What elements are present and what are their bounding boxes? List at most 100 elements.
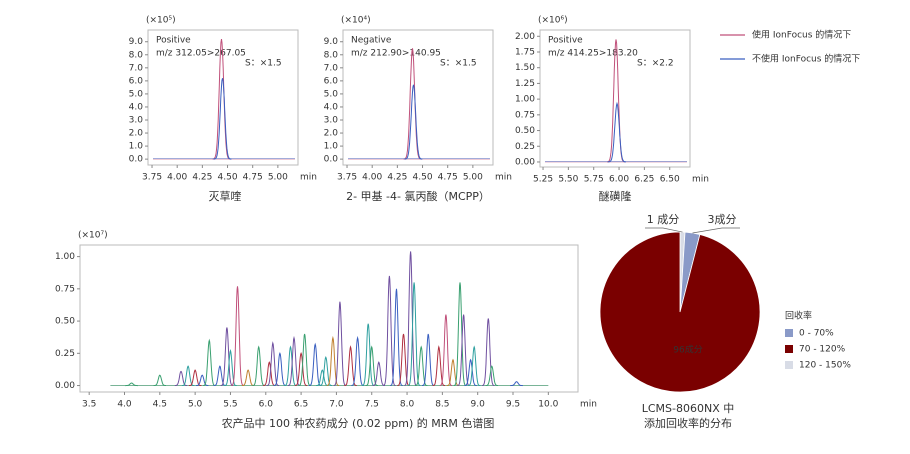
peak bbox=[319, 355, 332, 386]
x-tick-label: 5.00 bbox=[268, 173, 288, 183]
legend-label: 70 - 120% bbox=[799, 345, 846, 355]
caption: 添加回收率的分布 bbox=[644, 416, 732, 430]
x-tick-label: 9.0 bbox=[471, 400, 486, 410]
peak bbox=[294, 351, 308, 386]
x-tick-label: 5.0 bbox=[188, 400, 203, 410]
x-tick-label: 5.50 bbox=[558, 175, 578, 185]
x-tick-label: 4.75 bbox=[438, 173, 458, 183]
x-tick-label: 10.0 bbox=[538, 400, 558, 410]
ion-mode: Positive bbox=[548, 36, 583, 46]
peak bbox=[482, 318, 495, 386]
peak bbox=[351, 335, 364, 386]
peak bbox=[404, 84, 423, 160]
scale-note: S：×2.2 bbox=[637, 59, 674, 69]
peak bbox=[344, 345, 357, 386]
x-tick-label: 6.50 bbox=[660, 175, 680, 185]
plot-frame bbox=[342, 29, 494, 166]
x-tick-label: 3.75 bbox=[337, 173, 357, 183]
peak bbox=[196, 374, 209, 386]
peak bbox=[252, 345, 265, 386]
y-tick-label: 0.75 bbox=[515, 110, 535, 120]
scale-note: S：×1.5 bbox=[440, 59, 477, 69]
peak bbox=[212, 39, 231, 160]
peak bbox=[153, 374, 166, 386]
legend-swatch bbox=[785, 361, 793, 369]
multiplier: (×10⁷) bbox=[78, 231, 108, 241]
peak bbox=[422, 333, 435, 386]
peak bbox=[510, 381, 523, 387]
y-tick-label: 0.00 bbox=[515, 157, 535, 167]
x-tick-label: 4.50 bbox=[218, 173, 238, 183]
peak bbox=[485, 365, 498, 386]
legend-title: 回收率 bbox=[785, 310, 812, 322]
x-axis-unit: min bbox=[580, 400, 597, 410]
y-tick-label: 1.0 bbox=[129, 142, 144, 152]
caption: 2- 甲基 -4- 氯丙酸（MCPP） bbox=[346, 189, 490, 203]
peak bbox=[188, 369, 202, 386]
y-tick-label: 3.0 bbox=[129, 116, 144, 126]
peak bbox=[446, 358, 460, 386]
y-tick-label: 7.0 bbox=[324, 63, 339, 73]
y-tick-label: 8.0 bbox=[129, 50, 144, 60]
x-axis-unit: min bbox=[300, 173, 317, 183]
peak bbox=[213, 78, 232, 160]
y-tick-label: 0.25 bbox=[515, 142, 535, 152]
x-tick-label: 8.5 bbox=[435, 400, 449, 410]
peak bbox=[439, 314, 453, 386]
slice-label: 96成分 bbox=[673, 344, 702, 356]
ion-mode: Negative bbox=[351, 36, 392, 46]
x-tick-label: 3.5 bbox=[82, 400, 96, 410]
peak bbox=[390, 288, 403, 386]
peak bbox=[467, 345, 481, 386]
x-tick-label: 6.5 bbox=[294, 400, 308, 410]
y-tick-label: 2.0 bbox=[129, 129, 144, 139]
peak bbox=[453, 282, 467, 386]
peak bbox=[326, 335, 340, 386]
y-tick-label: 0.25 bbox=[55, 349, 75, 359]
x-axis-unit: min bbox=[495, 173, 512, 183]
y-tick-label: 0.50 bbox=[515, 126, 535, 136]
peak bbox=[397, 333, 410, 386]
x-tick-label: 4.50 bbox=[413, 173, 433, 183]
x-axis-unit: min bbox=[692, 175, 709, 185]
y-tick-label: 5.0 bbox=[324, 89, 339, 99]
y-tick-label: 0.75 bbox=[55, 284, 75, 294]
y-tick-label: 6.0 bbox=[324, 76, 339, 86]
caption: 灭草喹 bbox=[209, 189, 242, 203]
y-tick-label: 4.0 bbox=[324, 102, 339, 112]
y-tick-label: 0.50 bbox=[55, 317, 75, 327]
multiplier: (×10⁴) bbox=[341, 16, 371, 26]
peak bbox=[273, 351, 287, 386]
x-tick-label: 7.0 bbox=[329, 400, 344, 410]
y-tick-label: 2.0 bbox=[324, 129, 339, 139]
x-tick-label: 5.25 bbox=[533, 175, 553, 185]
y-tick-label: 1.75 bbox=[515, 47, 535, 57]
x-tick-label: 6.25 bbox=[634, 175, 654, 185]
transition: m/z 414.25>183.20 bbox=[548, 49, 638, 59]
x-tick-label: 8.0 bbox=[400, 400, 415, 410]
scale-note: S：×1.5 bbox=[245, 59, 282, 69]
x-tick-label: 4.5 bbox=[153, 400, 167, 410]
plot-frame bbox=[539, 29, 691, 168]
legend-label: 0 - 70% bbox=[799, 329, 834, 339]
x-tick-label: 4.00 bbox=[167, 173, 187, 183]
x-tick-label: 4.75 bbox=[243, 173, 263, 183]
pie-slice bbox=[599, 231, 761, 393]
x-tick-label: 9.5 bbox=[506, 400, 520, 410]
peak bbox=[362, 323, 375, 386]
y-tick-label: 9.0 bbox=[129, 37, 144, 47]
peak bbox=[287, 335, 301, 386]
multiplier: (×10⁵) bbox=[146, 16, 176, 26]
peak bbox=[404, 251, 417, 386]
peak bbox=[181, 365, 195, 386]
peak bbox=[608, 101, 626, 163]
slice-label: 1 成分 bbox=[647, 213, 680, 226]
y-tick-label: 7.0 bbox=[129, 63, 144, 73]
x-tick-label: 4.25 bbox=[387, 173, 407, 183]
x-tick-label: 7.5 bbox=[365, 400, 379, 410]
x-tick-label: 4.25 bbox=[192, 173, 212, 183]
x-tick-label: 5.5 bbox=[223, 400, 237, 410]
peak bbox=[263, 361, 276, 386]
slice-label: 3成分 bbox=[708, 213, 737, 226]
leader-line bbox=[692, 227, 740, 234]
